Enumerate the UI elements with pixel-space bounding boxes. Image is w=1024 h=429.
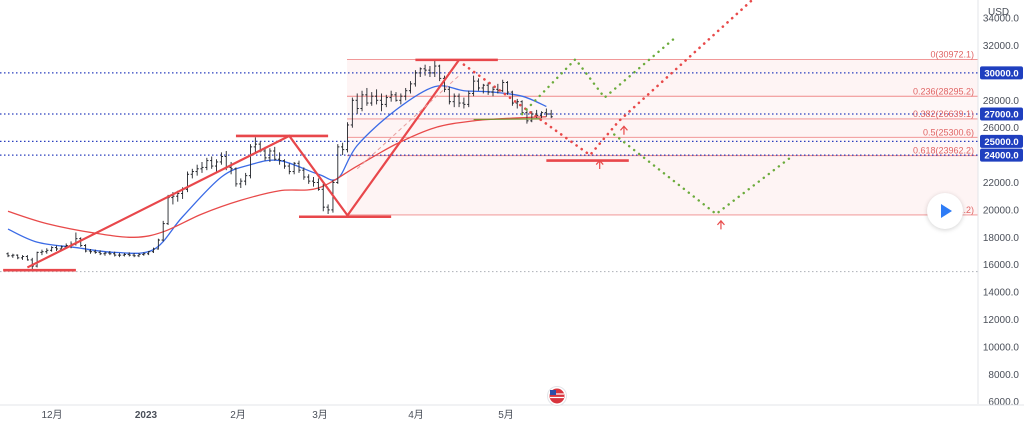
price-badge: [980, 148, 1023, 162]
x-tick-label: 3月: [312, 409, 328, 421]
y-tick-label: 32000.0: [983, 41, 1020, 52]
arrow-up-icon: [619, 125, 628, 135]
fib-level-label: 0.236(28295.2): [913, 86, 974, 96]
channel-dashed-line: [356, 75, 460, 170]
y-tick-label: 34000.0: [983, 14, 1020, 25]
fib-level-label: 0.382(26639.1): [913, 109, 974, 119]
price-badge-label: 24000.0: [984, 151, 1018, 162]
projection-bullish-path: [462, 0, 755, 157]
trend-zigzag-line: [26, 59, 460, 269]
play-icon: [941, 204, 952, 218]
price-badge: [980, 66, 1023, 80]
fib-level-label: 0.5(25300.6): [923, 127, 974, 137]
x-tick-label: 5月: [498, 409, 514, 421]
price-badge-label: 25000.0: [984, 137, 1018, 148]
baseline-segment: [473, 118, 542, 121]
price-badge-label: 30000.0: [984, 68, 1018, 79]
y-tick-label: 26000.0: [983, 123, 1020, 134]
y-tick-label: 12000.0: [983, 315, 1020, 326]
y-tick-label: 18000.0: [983, 233, 1020, 244]
y-tick-label: 14000.0: [983, 288, 1020, 299]
y-tick-label: 20000.0: [983, 205, 1020, 216]
x-tick-label: 12月: [41, 409, 62, 421]
fib-zone: [347, 118, 978, 138]
price-badge: [980, 107, 1023, 121]
play-replay-button[interactable]: [927, 193, 963, 229]
y-tick-label: 10000.0: [983, 342, 1020, 353]
price-badge-label: 27000.0: [984, 110, 1018, 121]
x-tick-label: 2023: [135, 410, 158, 421]
projection-alt-path: [520, 34, 679, 116]
x-tick-label: 4月: [408, 409, 424, 421]
fib-zone: [347, 155, 978, 215]
y-tick-label: 22000.0: [983, 178, 1020, 189]
fib-level-label: 0(30972.1): [930, 50, 974, 60]
y-tick-label: 8000.0: [988, 370, 1019, 381]
arrow-up-icon: [716, 219, 725, 230]
fib-zone: [347, 96, 978, 119]
y-tick-label: 28000.0: [983, 96, 1020, 107]
currency-label: USD: [988, 7, 1009, 18]
y-tick-label: 16000.0: [983, 260, 1020, 271]
y-tick-label: 6000.0: [988, 397, 1019, 408]
projection-alt-path: [613, 133, 795, 216]
x-tick-label: 2月: [230, 409, 246, 421]
arrow-up-icon: [595, 159, 604, 170]
flag-canton: [550, 390, 556, 395]
fib-level-label: 0.618(23962.2): [913, 146, 974, 156]
ma-fast-line: [7, 85, 547, 255]
fib-zone: [347, 137, 978, 156]
fib-zone: [347, 59, 978, 97]
ma-slow-line: [7, 116, 547, 238]
price-badge: [980, 134, 1023, 148]
